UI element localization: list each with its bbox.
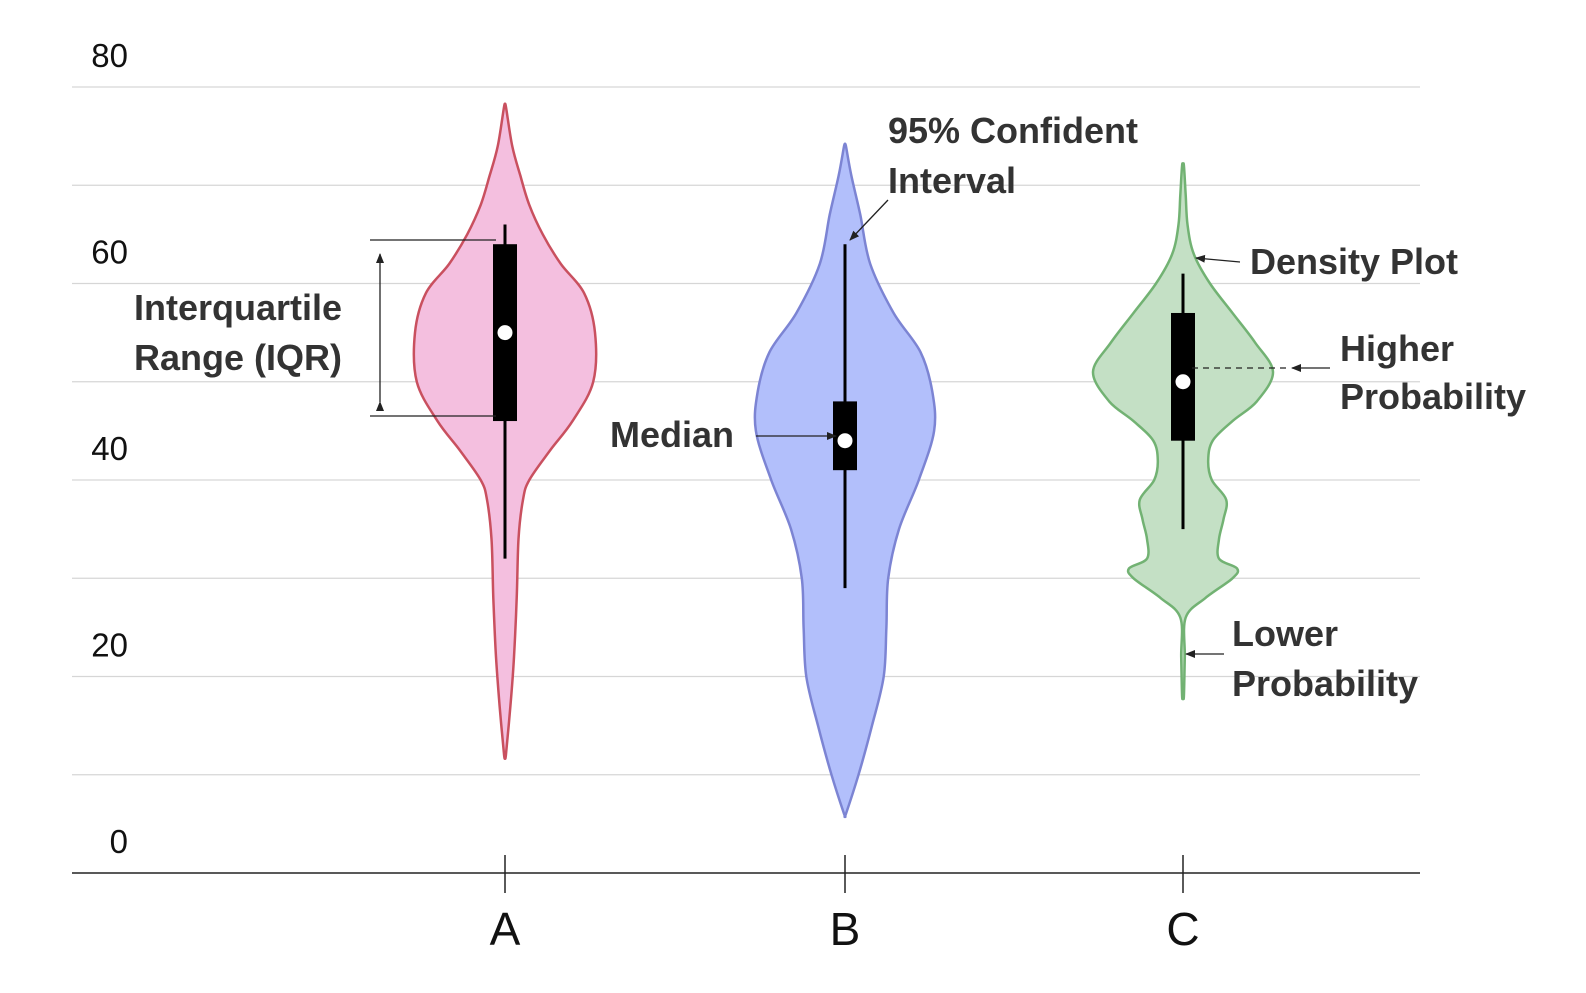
density-arrow — [1195, 254, 1241, 263]
y-tick-label: 0 — [110, 823, 128, 860]
lower-label-line1: Lower — [1232, 613, 1338, 654]
ci-arrow — [849, 199, 889, 241]
lower-label-line2: Probability — [1232, 663, 1418, 704]
iqr-label-line1: Interquartile — [134, 287, 342, 328]
x-tick-labels: A B C — [490, 855, 1200, 955]
median-dot — [497, 325, 513, 341]
y-tick-label: 80 — [91, 37, 128, 74]
higher-probability-annotation: Higher Probability — [1192, 328, 1526, 417]
x-tick-label: A — [490, 903, 521, 955]
y-tick-label: 40 — [91, 430, 128, 467]
x-tick-label: B — [830, 903, 861, 955]
median-dot — [837, 433, 853, 449]
iqr-annotation: Interquartile Range (IQR) — [134, 239, 496, 417]
ci-label-line1: 95% Confident — [888, 110, 1138, 151]
ci-label-line2: Interval — [888, 160, 1016, 201]
median-label: Median — [610, 414, 734, 455]
violins — [412, 102, 1275, 819]
median-dot — [1175, 374, 1191, 390]
violin-b — [753, 142, 937, 819]
violin-c — [1091, 162, 1275, 701]
y-tick-labels: 0 20 40 60 80 — [91, 37, 128, 860]
y-tick-label: 20 — [91, 627, 128, 664]
density-annotation: Density Plot — [1195, 241, 1458, 282]
higher-label-line2: Probability — [1340, 376, 1526, 417]
higher-label-line1: Higher — [1340, 328, 1454, 369]
median-annotation: Median — [610, 414, 837, 455]
x-tick-label: C — [1166, 903, 1199, 955]
iqr-label-line2: Range (IQR) — [134, 337, 342, 378]
y-tick-label: 60 — [91, 234, 128, 271]
ci-annotation: 95% Confident Interval — [849, 110, 1138, 241]
lower-probability-annotation: Lower Probability — [1185, 613, 1418, 704]
violin-a — [412, 102, 598, 760]
density-label: Density Plot — [1250, 241, 1458, 282]
gridlines — [72, 86, 1420, 776]
